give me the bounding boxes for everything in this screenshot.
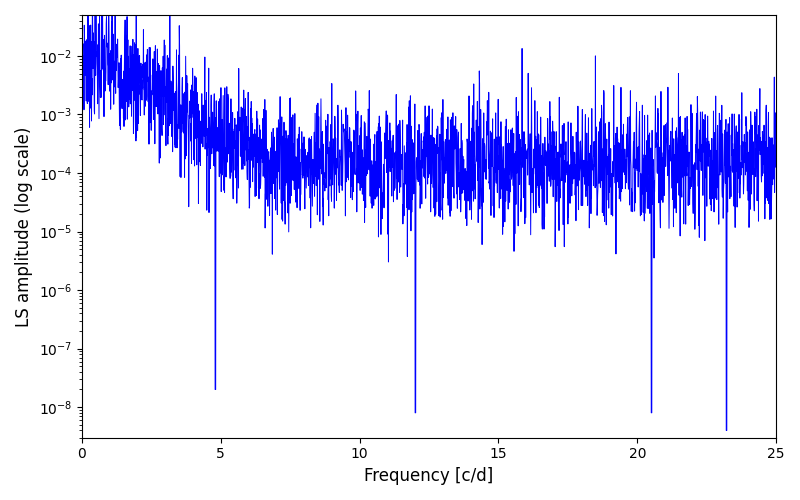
Y-axis label: LS amplitude (log scale): LS amplitude (log scale) bbox=[15, 126, 33, 326]
X-axis label: Frequency [c/d]: Frequency [c/d] bbox=[364, 467, 494, 485]
